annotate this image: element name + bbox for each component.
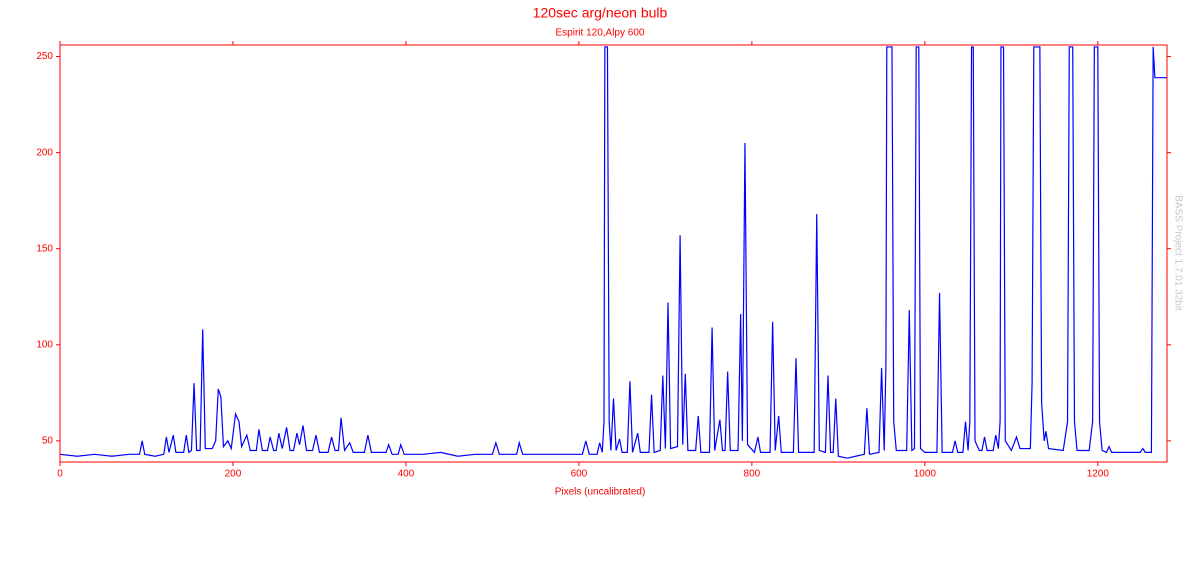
- x-axis-label: Pixels (uncalibrated): [555, 487, 646, 498]
- y-tick-label: 50: [42, 436, 54, 447]
- watermark: BASS Project 1.7.01 32bit: [1172, 195, 1183, 311]
- y-tick-label: 100: [36, 339, 53, 350]
- chart-title: 120sec arg/neon bulb: [533, 5, 668, 21]
- plot-frame: [59, 44, 1168, 463]
- x-tick-label: 800: [744, 469, 761, 480]
- y-tick-label: 250: [36, 51, 53, 62]
- x-tick-label: 400: [398, 469, 415, 480]
- x-tick-label: 200: [225, 469, 242, 480]
- x-tick-label: 1200: [1087, 469, 1110, 480]
- x-tick-label: 0: [57, 469, 63, 480]
- y-tick-label: 200: [36, 147, 53, 158]
- y-tick-label: 150: [36, 243, 53, 254]
- chart-subtitle: Espirit 120,Alpy 600: [556, 28, 645, 39]
- spectrum-line: [59, 46, 1167, 459]
- x-tick-label: 600: [571, 469, 588, 480]
- x-tick-label: 1000: [914, 469, 937, 480]
